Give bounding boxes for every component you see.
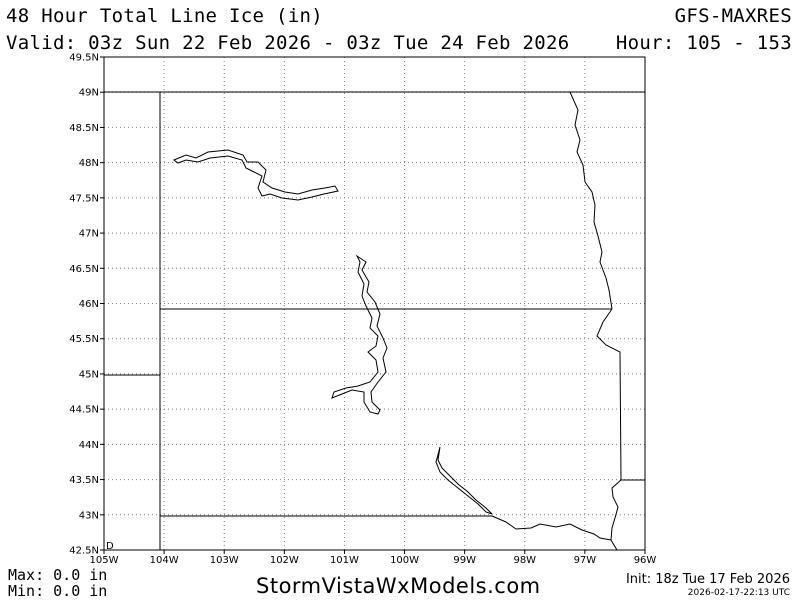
map-frame [103,56,646,551]
lat-label: 47.5N [69,193,99,204]
state-border-sd-mn [596,308,622,481]
valid-period: Valid: 03z Sun 22 Feb 2026 - 03z Tue 24 … [6,32,570,54]
lake-francis-case [435,446,493,515]
lon-label: 98W [513,555,536,566]
lon-label: 97W [574,555,597,566]
lat-label: 43.5N [69,475,99,486]
lon-label: 99W [453,555,476,566]
max-value: Max: 0.0 in [8,566,108,584]
map-title: 48 Hour Total Line Ice (in) [6,5,323,27]
lat-label: 46N [79,299,99,310]
init-time: Init: 18z Tue 17 Feb 2026 [625,572,790,587]
lat-label: 42.5N [69,546,99,557]
latitude-labels: 49.5N 49N 48.5N 48N 47.5N 47N 46.5N 46N 45.5N 45N… [69,53,104,557]
geography-lines [104,91,645,551]
lat-label: 44.5N [69,405,99,416]
lake-oahe [331,254,388,415]
lon-label: 103W [210,555,239,566]
generation-timestamp: 2026-02-17-22:13 UTC [687,588,790,598]
longitude-labels: 105W 104W 103W 102W 101W 100W 99W 98W 97W 96W [90,550,657,566]
red-river [569,91,613,310]
lon-label: 102W [270,555,299,566]
lat-label: 48.5N [69,123,99,134]
model-name: GFS-MAXRES [674,5,792,27]
website-credit[interactable]: StormVistaWxModels.com [256,574,541,598]
corner-mark: D [106,541,114,552]
forecast-hour-range: Hour: 105 - 153 [615,32,792,54]
lat-label: 49.5N [69,53,99,64]
big-sioux-river [610,479,622,551]
graticule-grid [104,57,645,550]
min-value: Min: 0.0 in [8,582,108,600]
lon-label: 100W [390,555,419,566]
lat-label: 45N [79,369,99,380]
lat-label: 43N [79,510,99,521]
lat-label: 48N [79,158,99,169]
lat-label: 45.5N [69,334,99,345]
lon-label: 101W [330,555,359,566]
missouri-river-south [491,515,612,541]
lake-sakakawea [173,149,339,201]
lat-label: 46.5N [69,264,99,275]
lon-label: 104W [150,555,179,566]
lon-label: 96W [634,555,657,566]
lat-label: 44N [79,440,99,451]
lat-label: 47N [79,229,99,240]
lat-label: 49N [79,88,99,99]
lon-label: 105W [90,555,119,566]
